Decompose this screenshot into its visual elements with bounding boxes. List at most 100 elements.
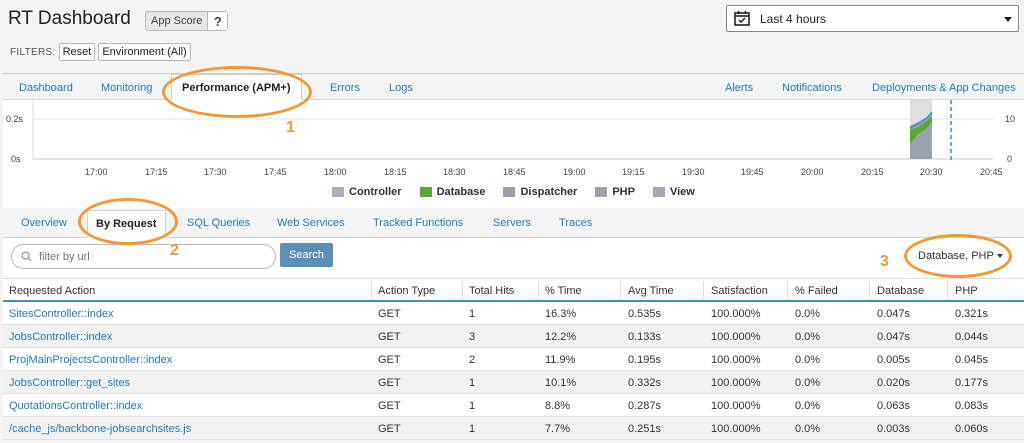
column-header[interactable]: Database	[877, 285, 925, 297]
column-header[interactable]: Satisfaction	[711, 285, 768, 297]
php-time: 0.060s	[955, 423, 989, 435]
database-time: 0.047s	[877, 331, 911, 343]
tab-monitoring[interactable]: Monitoring	[101, 82, 153, 94]
table-row[interactable]: JobsController::get_sites GET 1 10.1% 0.…	[3, 371, 1024, 394]
x-tick: 18:00	[324, 167, 347, 177]
request-action-link[interactable]: /cache_js/backbone-jobsearchsites.js	[9, 423, 192, 435]
total-hits: 3	[469, 331, 476, 343]
search-button[interactable]: Search	[280, 243, 333, 267]
avg-time: 0.195s	[628, 354, 662, 366]
legend-item-view[interactable]: View	[652, 186, 695, 198]
time-range-select[interactable]: Last 4 hours	[726, 5, 1019, 32]
legend-label: Controller	[349, 186, 402, 198]
table-header: Requested Action Action Type Total Hits …	[3, 278, 1024, 302]
column-header[interactable]: Avg Time	[628, 285, 674, 297]
x-tick: 20:45	[980, 167, 1003, 177]
reset-filters-button[interactable]: Reset	[58, 43, 96, 61]
legend-item-php[interactable]: PHP	[595, 186, 635, 198]
top-nav: Dashboard Monitoring Performance (APM+) …	[3, 73, 1024, 101]
area-series-database	[910, 116, 932, 144]
legend-item-controller[interactable]: Controller	[332, 186, 402, 198]
x-tick: 18:30	[443, 167, 466, 177]
x-tick: 19:30	[682, 167, 705, 177]
annotation-oval	[78, 198, 178, 245]
column-header[interactable]: % Failed	[795, 285, 838, 297]
legend-label: Dispatcher	[520, 186, 578, 198]
annotation-oval	[904, 234, 1012, 278]
subtab-sql-queries[interactable]: SQL Queries	[187, 217, 251, 229]
app-score-label: App Score	[151, 15, 203, 27]
search-field[interactable]	[11, 244, 276, 269]
table-row[interactable]: QuotationsController::index GET 1 8.8% 0…	[3, 394, 1024, 417]
column-divider	[787, 281, 788, 299]
app-score-badge[interactable]: App Score ?	[145, 11, 229, 31]
percent-time: 7.7%	[545, 423, 571, 435]
x-tick: 18:15	[384, 167, 407, 177]
request-action-link[interactable]: JobsController::index	[9, 331, 113, 343]
x-tick: 17:15	[145, 167, 168, 177]
calendar-icon	[734, 11, 750, 26]
total-hits: 1	[469, 308, 476, 320]
percent-time: 12.2%	[545, 331, 577, 343]
tab-errors[interactable]: Errors	[330, 82, 360, 94]
percent-failed: 0.0%	[795, 331, 821, 343]
left-axis-tick: 0.2s	[6, 114, 24, 124]
action-type: GET	[378, 308, 401, 320]
total-hits: 1	[469, 377, 476, 389]
request-action-link[interactable]: JobsController::get_sites	[9, 377, 131, 389]
column-header[interactable]: Action Type	[378, 285, 436, 297]
page-title: RT Dashboard	[8, 8, 131, 29]
database-time: 0.047s	[877, 308, 911, 320]
table-controls: Search Database, PHP	[3, 238, 1024, 280]
subtab-traces[interactable]: Traces	[559, 217, 593, 229]
table-row[interactable]: ProjMainProjectsController::index GET 2 …	[3, 348, 1024, 371]
legend-item-database[interactable]: Database	[419, 186, 485, 198]
avg-time: 0.332s	[628, 377, 662, 389]
table-body: SitesController::index GET 1 16.3% 0.535…	[3, 302, 1024, 440]
request-action-link[interactable]: SitesController::index	[9, 308, 114, 320]
subtab-web-services[interactable]: Web Services	[277, 217, 345, 229]
tab-logs[interactable]: Logs	[389, 82, 413, 94]
column-header[interactable]: % Time	[545, 285, 582, 297]
x-tick: 19:45	[741, 167, 764, 177]
x-tick: 17:45	[264, 167, 287, 177]
x-tick: 19:15	[622, 167, 645, 177]
request-action-link[interactable]: ProjMainProjectsController::index	[9, 354, 173, 366]
help-icon[interactable]: ?	[207, 12, 228, 30]
column-header[interactable]: Requested Action	[9, 285, 96, 297]
tab-dashboard[interactable]: Dashboard	[19, 82, 73, 94]
column-divider	[703, 281, 704, 299]
environment-filter-button[interactable]: Environment (All)	[98, 43, 191, 61]
filters-bar: FILTERS: Reset Environment (All)	[10, 43, 191, 61]
legend-label: View	[669, 186, 695, 198]
x-tick: 20:00	[801, 167, 824, 177]
column-header[interactable]: PHP	[955, 285, 978, 297]
total-hits: 1	[469, 400, 476, 412]
request-action-link[interactable]: QuotationsController::index	[9, 400, 143, 412]
series-line	[909, 111, 933, 129]
subtab-overview[interactable]: Overview	[21, 217, 67, 229]
subtab-tracked-functions[interactable]: Tracked Functions	[373, 217, 464, 229]
tab-deployments[interactable]: Deployments & App Changes	[872, 82, 1016, 94]
chart-legend: Controller Database Dispatcher PHP View	[332, 186, 695, 198]
table-row[interactable]: JobsController::index GET 3 12.2% 0.133s…	[3, 325, 1024, 348]
php-time: 0.045s	[955, 354, 989, 366]
legend-item-dispatcher[interactable]: Dispatcher	[503, 186, 577, 198]
table-row[interactable]: SitesController::index GET 1 16.3% 0.535…	[3, 302, 1024, 325]
column-header[interactable]: Total Hits	[469, 285, 515, 297]
search-input[interactable]	[39, 250, 259, 263]
annotation-number: 1	[286, 119, 295, 136]
table-row[interactable]: /cache_js/backbone-jobsearchsites.js GET…	[3, 417, 1024, 440]
database-time: 0.020s	[877, 377, 911, 389]
percent-time: 8.8%	[545, 400, 571, 412]
right-axis-tick: 0	[1007, 154, 1012, 164]
percent-failed: 0.0%	[795, 423, 821, 435]
avg-time: 0.251s	[628, 423, 662, 435]
action-type: GET	[378, 400, 401, 412]
tab-alerts[interactable]: Alerts	[725, 82, 754, 94]
tab-notifications[interactable]: Notifications	[782, 82, 842, 94]
legend-swatch	[419, 187, 432, 197]
column-divider	[538, 281, 539, 299]
performance-chart: 0.2s 0s 10 0 17:00 17:15 17:30 17:45 18:…	[3, 100, 1024, 208]
subtab-servers[interactable]: Servers	[493, 217, 531, 229]
